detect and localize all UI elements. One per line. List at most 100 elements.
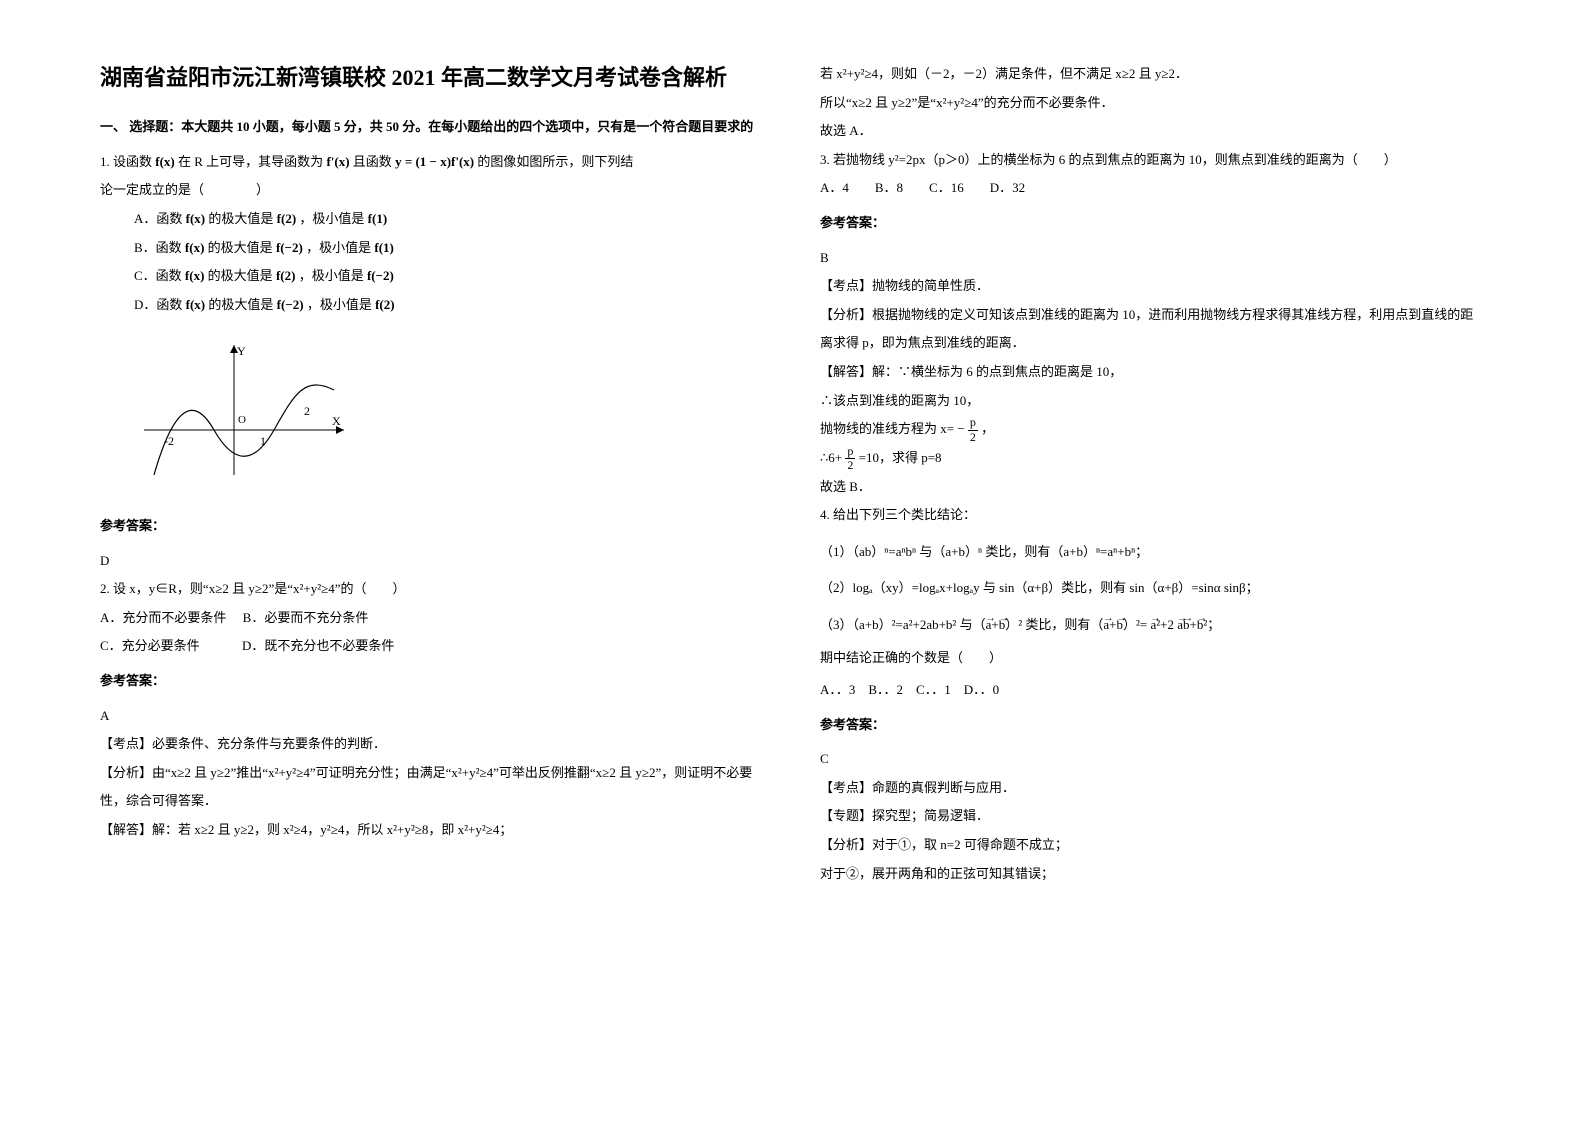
q2-optA: A．充分而不必要条件 — [100, 610, 226, 625]
y-label: Y — [237, 344, 246, 358]
optC-mid: 的极大值是 — [208, 268, 273, 283]
vec-a2: a — [1103, 617, 1109, 632]
optA-mid: 的极大值是 — [208, 211, 273, 226]
q4-tail: 期中结论正确的个数是（ ） — [820, 644, 1480, 673]
label-p1: 1 — [260, 434, 266, 448]
vec-b3: b — [1183, 617, 1190, 632]
optB-mid: 的极大值是 — [208, 240, 273, 255]
optD-f2: f(2) — [375, 297, 395, 312]
optA-f1: f(1) — [368, 211, 388, 226]
q4-i3-mid2: ）²= — [1123, 617, 1150, 632]
q1-answer: D — [100, 547, 760, 576]
q2-optC: C．充分必要条件 — [100, 638, 200, 653]
q3-jd4-suf: =10，求得 p=8 — [859, 450, 942, 465]
q2-optB: B．必要而不充分条件 — [243, 610, 369, 625]
frac-den-b: 2 — [845, 459, 855, 472]
q4-i3-suf: ； — [1207, 617, 1220, 632]
optB-pre: B．函数 — [134, 240, 182, 255]
q3-opts: A．4 B．8 C．16 D．32 — [820, 174, 1480, 203]
vec-a1: a — [986, 617, 992, 632]
cubic-graph-svg: Y X -2 O 1 2 — [134, 335, 354, 485]
q3-jd1: 【解答】解：∵横坐标为 6 的点到焦点的距离是 10， — [820, 358, 1480, 387]
q4-zhuanti: 【专题】探究型；简易逻辑． — [820, 802, 1480, 831]
q3-answer: B — [820, 244, 1480, 273]
frac-num-a: p — [968, 416, 978, 430]
label-o: O — [238, 414, 246, 426]
x-label: X — [332, 414, 341, 428]
q1: 1. 设函数 f(x) 在 R 上可导，其导函数为 f'(x) 且函数 y = … — [100, 148, 760, 177]
vec-a3: a — [1150, 617, 1156, 632]
q2-answer: A — [100, 702, 760, 731]
q4-kaodian: 【考点】命题的真假判断与应用． — [820, 774, 1480, 803]
q3-kaodian: 【考点】抛物线的简单性质． — [820, 272, 1480, 301]
q1-optD: D．函数 f(x) 的极大值是 f(−2) ，极小值是 f(2) — [100, 291, 760, 320]
q3-stem: 3. 若抛物线 y²=2px（p＞0）上的横坐标为 6 的点到焦点的距离为 10… — [820, 146, 1480, 175]
vec-b4: b — [1197, 617, 1204, 632]
q1-mid2: 且函数 — [353, 154, 392, 169]
q1-tail: 论一定成立的是（ ） — [100, 176, 760, 205]
q2-jieda: 【解答】解：若 x≥2 且 y≥2，则 x²≥4，y²≥4，所以 x²+y²≥8… — [100, 816, 760, 845]
optB-mid2: ，极小值是 — [306, 240, 371, 255]
optA-pre: A．函数 — [134, 211, 182, 226]
q1-optC: C．函数 f(x) 的极大值是 f(2) ，极小值是 f(−2) — [100, 262, 760, 291]
q1-optB: B．函数 f(x) 的极大值是 f(−2) ，极小值是 f(1) — [100, 234, 760, 263]
optB-fx: f(x) — [185, 240, 205, 255]
q3-jd3-pre: 抛物线的准线方程为 x= − — [820, 421, 968, 436]
q2-cont3: 故选 A． — [820, 117, 1480, 146]
optC-pre: C．函数 — [134, 268, 182, 283]
q2-fenxi: 【分析】由“x≥2 且 y≥2”推出“x²+y²≥4”可证明充分性；由满足“x²… — [100, 759, 760, 816]
q4-i1: （1）（ab）ⁿ=aⁿbⁿ 与（a+b）ⁿ 类比，则有（a+b）ⁿ=aⁿ+bⁿ； — [820, 538, 1480, 567]
fraction-p2-a: p 2 — [968, 416, 978, 443]
optC-f2: f(2) — [276, 268, 296, 283]
optD-fn2: f(−2) — [277, 297, 304, 312]
q3-fenxi: 【分析】根据抛物线的定义可知该点到准线的距离为 10，进而利用抛物线方程求得其准… — [820, 301, 1480, 358]
q2-cont1: 若 x²+y²≥4，则如（－2，－2）满足条件，但不满足 x≥2 且 y≥2． — [820, 60, 1480, 89]
label-m2: -2 — [164, 434, 174, 448]
frac-num-b: p — [845, 445, 855, 459]
q4-i3-mid: ）² 类比，则有（ — [1005, 617, 1103, 632]
q4-answer: C — [820, 745, 1480, 774]
frac-den-a: 2 — [968, 431, 978, 444]
doc-title: 湖南省益阳市沅江新湾镇联校 2021 年高二数学文月考试卷含解析 — [100, 60, 760, 95]
q2-optD: D．既不充分也不必要条件 — [242, 638, 394, 653]
optC-fn2: f(−2) — [367, 268, 394, 283]
fraction-p2-b: p 2 — [845, 445, 855, 472]
q2-answer-label: 参考答案： — [100, 667, 760, 696]
q2-stem: 2. 设 x，y∈R，则“x≥2 且 y≥2”是“x²+y²≥4”的（ ） — [100, 575, 760, 604]
section-1-heading: 一、 选择题：本大题共 10 小题，每小题 5 分，共 50 分。在每小题给出的… — [100, 113, 760, 142]
vec-b1: b — [999, 617, 1006, 632]
q4-i3: （3）（a+b）²=a²+2ab+b² 与（a+b）² 类比，则有（a+b）²=… — [820, 611, 1480, 640]
q4-stem: 4. 给出下列三个类比结论： — [820, 501, 1480, 530]
optD-fx: f(x) — [186, 297, 206, 312]
optC-fx: f(x) — [185, 268, 205, 283]
q4-opts: A．．3 B．．2 C．．1 D．．0 — [820, 676, 1480, 705]
left-column: 湖南省益阳市沅江新湾镇联校 2021 年高二数学文月考试卷含解析 一、 选择题：… — [100, 60, 760, 888]
fpx-1: f'(x) — [326, 154, 349, 169]
optC-mid2: ，极小值是 — [299, 268, 364, 283]
optD-mid: 的极大值是 — [208, 297, 273, 312]
q4-answer-label: 参考答案： — [820, 711, 1480, 740]
q1-optA: A．函数 f(x) 的极大值是 f(2) ，极小值是 f(1) — [100, 205, 760, 234]
right-column: 若 x²+y²≥4，则如（－2，－2）满足条件，但不满足 x≥2 且 y≥2． … — [820, 60, 1480, 888]
q3-jd3: 抛物线的准线方程为 x= − p 2 ， — [820, 415, 1480, 444]
q2-opts-row1: A．充分而不必要条件 B．必要而不充分条件 — [100, 604, 760, 633]
optA-fx: f(x) — [186, 211, 206, 226]
fx-1: f(x) — [155, 154, 175, 169]
q3-jd4-pre: ∴6+ — [820, 450, 845, 465]
q3-jd4: ∴6+ p 2 =10，求得 p=8 — [820, 444, 1480, 473]
optD-mid2: ，极小值是 — [307, 297, 372, 312]
optA-mid2: ，极小值是 — [299, 211, 364, 226]
q4-i3-pre: （3）（a+b）²=a²+2ab+b² 与（ — [820, 617, 986, 632]
q1-stem: 1. 设函数 — [100, 154, 152, 169]
q3-jd3-suf: ， — [981, 421, 994, 436]
q3-jd5: 故选 B． — [820, 473, 1480, 502]
optB-f1: f(1) — [374, 240, 394, 255]
q1-mid3: 的图像如图所示，则下列结 — [477, 154, 633, 169]
optA-f2: f(2) — [277, 211, 297, 226]
label-p2: 2 — [304, 404, 310, 418]
q1-mid1: 在 R 上可导，其导函数为 — [178, 154, 323, 169]
q1-answer-label: 参考答案： — [100, 512, 760, 541]
optD-pre: D．函数 — [134, 297, 182, 312]
q1-figure: Y X -2 O 1 2 — [134, 335, 760, 496]
optB-fn2: f(−2) — [276, 240, 303, 255]
